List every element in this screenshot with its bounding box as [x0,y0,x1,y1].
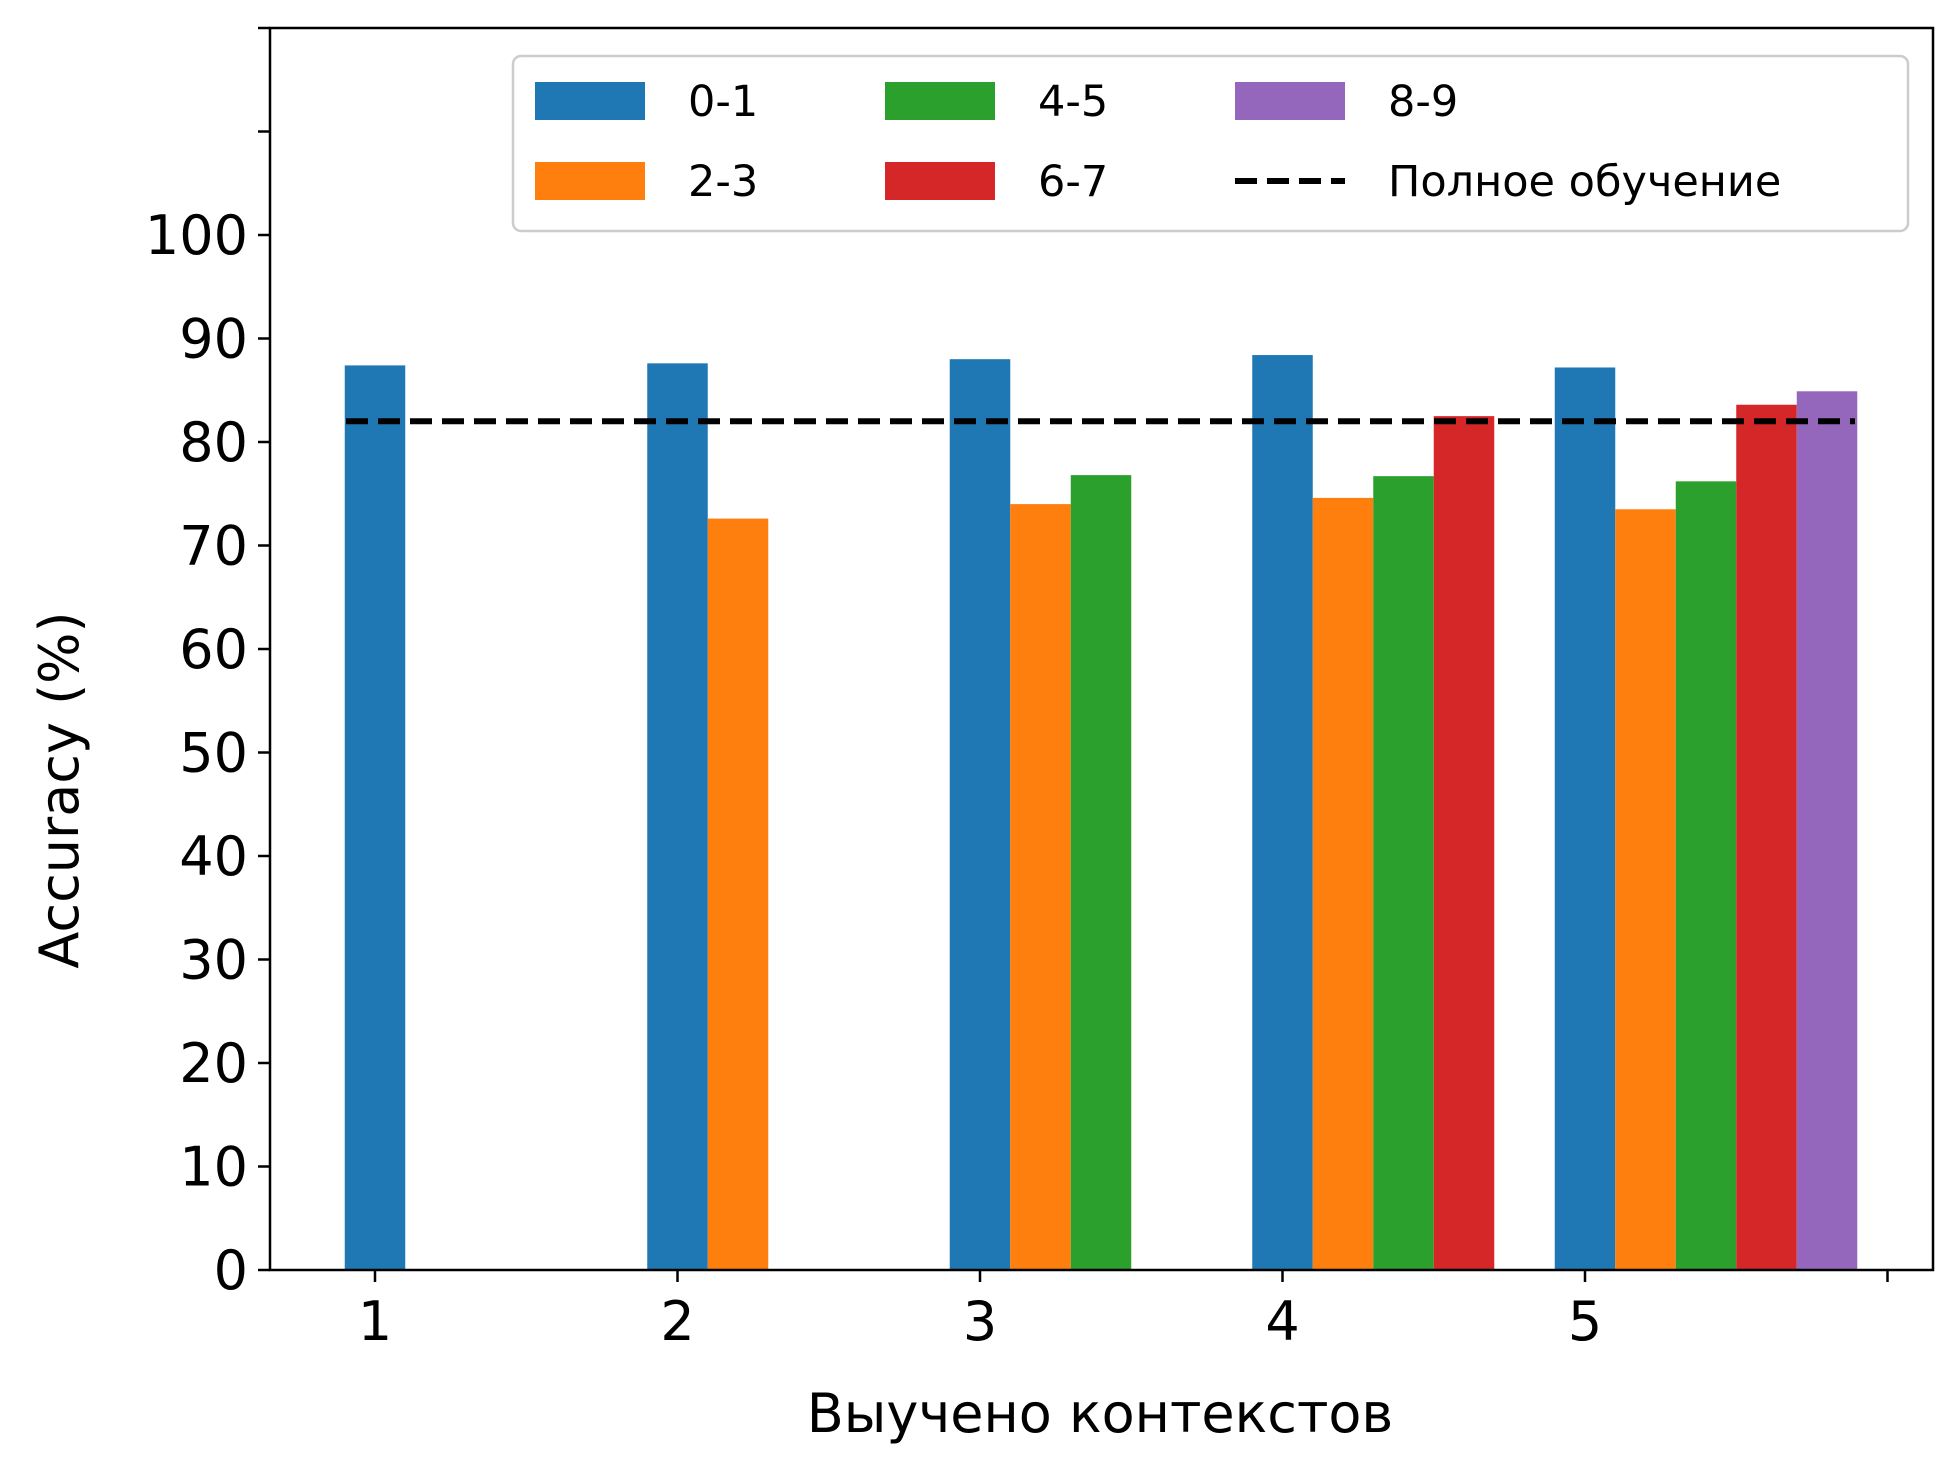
bar-2-3-ctx-4 [1312,497,1374,1270]
bar-2-3-ctx-2 [707,518,769,1270]
legend-label: Полное обучение [1388,157,1781,207]
x-tick-label: 5 [1568,1290,1602,1353]
bar-0-1-ctx-2 [647,363,708,1271]
y-axis-label: Accuracy (%) [28,611,91,968]
x-tick-label: 3 [963,1290,997,1353]
legend-swatch-6-7 [885,162,995,200]
legend-label: 4-5 [1038,77,1108,127]
bar-6-7-ctx-4 [1433,416,1495,1270]
y-tick-label: 100 [145,204,248,267]
bar-0-1-ctx-1 [344,365,406,1270]
legend-label: 2-3 [688,157,758,207]
bar-2-3-ctx-3 [1010,504,1071,1271]
bar-6-7-ctx-5 [1736,404,1797,1270]
bar-4-5-ctx-3 [1070,475,1132,1270]
bar-0-1-ctx-5 [1554,367,1616,1271]
bar-4-5-ctx-5 [1675,481,1737,1271]
legend-label: 0-1 [688,77,758,127]
legend-label: 8-9 [1388,77,1458,127]
y-tick-label: 0 [214,1239,248,1302]
legend-box [511,54,1910,233]
bar-0-1-ctx-3 [949,359,1011,1270]
bar-2-3-ctx-5 [1615,509,1676,1270]
bar-4-5-ctx-4 [1373,476,1434,1270]
x-axis-label: Выучено контекстов [807,1382,1394,1445]
y-tick-label: 60 [179,618,248,681]
x-tick-label: 2 [660,1290,694,1353]
y-tick-label: 40 [179,825,248,888]
legend: 0-1 2-3 4-5 6-7 8-9 Полное обучение [511,54,1910,233]
legend-swatch-4-5 [885,82,995,120]
x-tick-label: 1 [358,1290,392,1353]
bar-0-1-ctx-4 [1252,355,1313,1270]
bars-layer [344,355,1858,1271]
y-tick-label: 20 [179,1032,248,1095]
legend-label: 6-7 [1038,157,1108,207]
y-tick-label: 30 [179,929,248,992]
y-tick-label: 10 [179,1136,248,1199]
axes-layer: 0 10 20 30 40 50 60 70 80 90 100 1 2 3 4 5 [145,26,1935,1353]
y-tick-label: 80 [179,411,248,474]
y-tick-label: 90 [179,308,248,371]
y-tick-label: 50 [179,722,248,785]
legend-swatch-8-9 [1235,82,1345,120]
bar-8-9-ctx-5 [1796,391,1858,1270]
legend-swatch-0-1 [535,82,645,120]
y-tick-label: 70 [179,515,248,578]
x-tick-label: 4 [1265,1290,1299,1353]
legend-swatch-2-3 [535,162,645,200]
